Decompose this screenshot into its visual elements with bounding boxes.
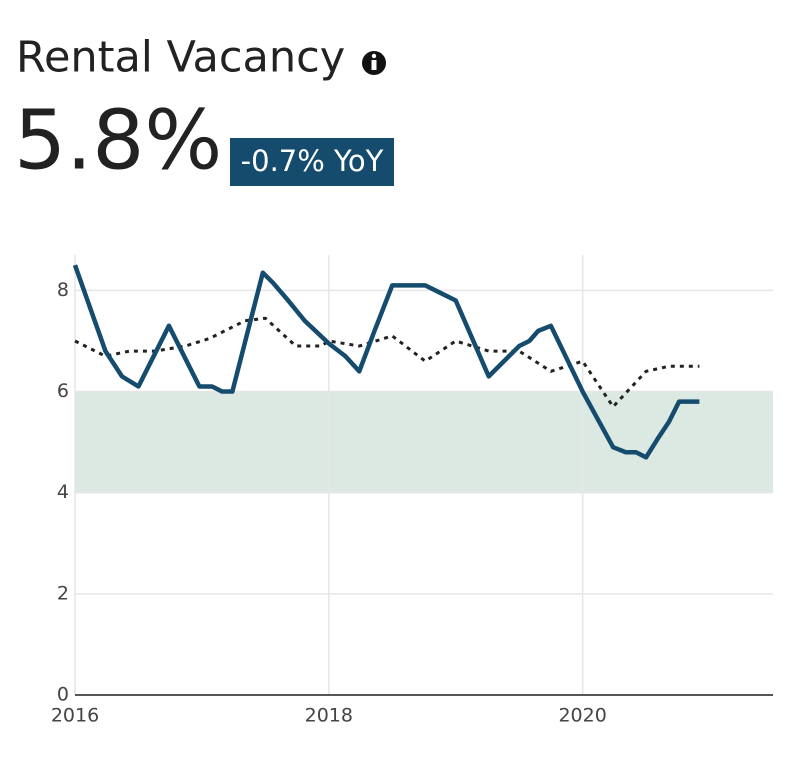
change-badge [230,138,394,186]
y-tick-label: 4 [57,481,69,503]
target-band [75,391,773,493]
info-icon[interactable] [362,51,386,75]
x-tick-label: 2016 [51,705,99,727]
y-tick-label: 2 [57,582,69,604]
change-text: -0.7% YoY [241,144,384,178]
y-tick-label: 0 [57,684,69,706]
title: Rental Vacancy [16,33,345,83]
metric-value: 5.8% [14,93,222,188]
x-tick-label: 2020 [558,705,606,727]
series-line [74,316,700,409]
y-tick-label: 6 [57,380,69,402]
y-tick-label: 8 [57,279,69,301]
x-tick-label: 2018 [305,705,353,727]
series-line [72,264,700,460]
